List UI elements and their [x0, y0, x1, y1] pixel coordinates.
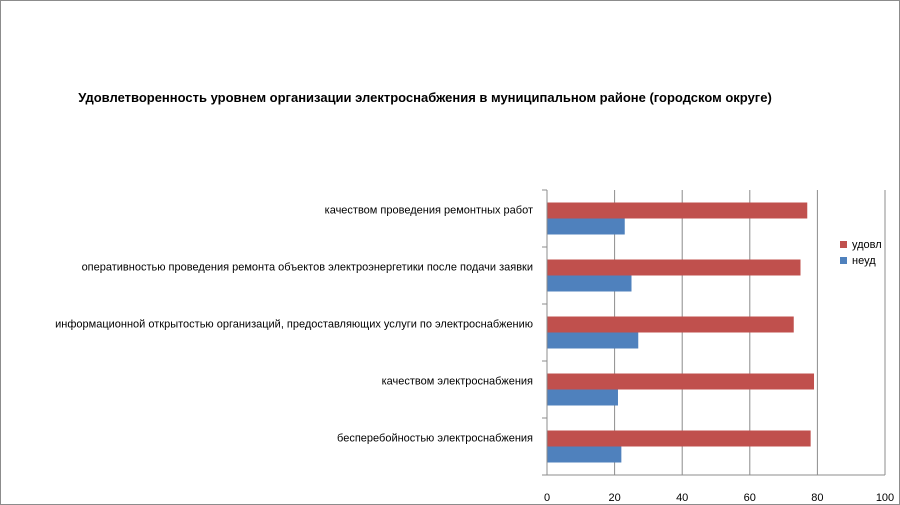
- category-label: качеством электроснабжения: [382, 376, 533, 388]
- bar-udovl: [547, 430, 811, 447]
- x-tick-labels: 0 20 40 60 80 100: [544, 492, 894, 504]
- bar-udovl: [547, 259, 801, 276]
- bar-neud: [547, 332, 639, 349]
- bars: [547, 202, 815, 463]
- chart-title: Удовлетворенность уровнем организации эл…: [78, 90, 772, 105]
- category-label: оперативностью проведения ремонта объект…: [82, 262, 533, 274]
- legend-label: удовл: [852, 239, 882, 251]
- bar-neud: [547, 218, 625, 235]
- x-tick-label: 40: [676, 492, 688, 504]
- legend-swatch: [840, 257, 847, 264]
- category-labels: качеством проведения ремонтных работ опер…: [55, 205, 533, 445]
- x-tick-label: 80: [811, 492, 823, 504]
- x-tick-label: 20: [608, 492, 620, 504]
- legend: удовл неуд: [840, 239, 882, 267]
- bar-udovl: [547, 373, 815, 390]
- bar-udovl: [547, 316, 794, 333]
- axes: [542, 189, 885, 476]
- category-label: качеством проведения ремонтных работ: [325, 205, 533, 217]
- legend-label: неуд: [852, 255, 876, 267]
- bar-neud: [547, 446, 622, 463]
- x-tick-label: 60: [744, 492, 756, 504]
- category-label: бесперебойностью электроснабжения: [337, 433, 533, 445]
- x-tick-label: 0: [544, 492, 550, 504]
- bar-udovl: [547, 202, 808, 219]
- bar-neud: [547, 275, 632, 292]
- category-label: информационной открытостью организаций, …: [55, 319, 533, 331]
- x-tick-label: 100: [876, 492, 894, 504]
- bar-neud: [547, 389, 618, 406]
- legend-swatch: [840, 241, 847, 248]
